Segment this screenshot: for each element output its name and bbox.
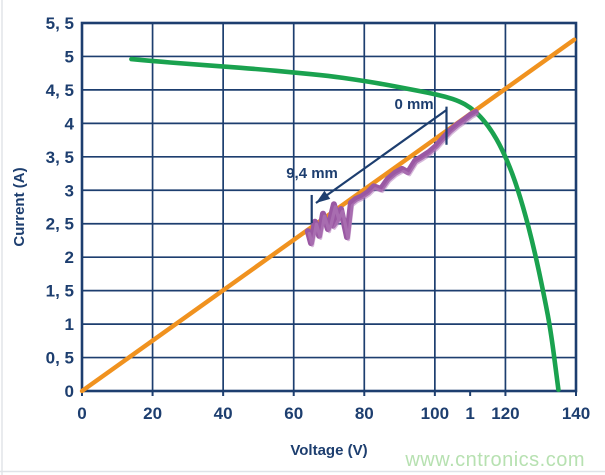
annotation-label: 0 mm [394,96,433,113]
measured-mppt-trace-highlight [307,112,479,248]
y-tick-label: 0, 5 [46,349,74,368]
y-tick-label: 2, 5 [46,215,74,234]
x-tick-label: 40 [214,404,233,423]
distance-annotations: 0 mm 9,4 mm [286,96,448,224]
x-tick-label: 120 [491,404,519,423]
x-tick-label: 20 [143,404,162,423]
y-tick-label: 1 [65,315,74,334]
y-tick-label: 1, 5 [46,282,74,301]
x-tick-label: 80 [355,404,374,423]
x-tick-label: 140 [562,404,590,423]
data-series [79,37,577,394]
annotation-label: 9,4 mm [286,165,338,182]
x-tick-label: 100 [421,404,449,423]
plot-frame [80,21,578,393]
y-tick-label: 0 [65,382,74,401]
distance-arrow-shaft [315,109,448,204]
x-tick-label: 60 [284,404,303,423]
y-tick-label: 4 [65,114,75,133]
x-tick-label: 1 [465,404,474,423]
y-tick-label: 3 [65,181,74,200]
y-tick-label: 2 [65,248,74,267]
plot-border [80,21,578,393]
y-tick-label: 3, 5 [46,148,74,167]
arrowhead [315,190,331,203]
pv-iv-curve [129,56,561,392]
x-axis-title: Voltage (V) [290,442,367,459]
y-tick-label: 5, 5 [46,14,74,33]
resistive-load-line [79,37,577,394]
y-axis-title: Current (A) [11,167,28,246]
tick-labels: 0 20 40 60 80 100 1 120 140 0 0, 5 1 1, 5 2 2, 5 3 3, 5 4… [46,14,591,423]
watermark: www.cntronics.com [404,449,585,471]
y-tick-label: 4, 5 [46,81,74,100]
y-tick-label: 5 [65,47,74,66]
x-tick-label: 0 [77,404,86,423]
measured-mppt-trace-overlay [307,112,479,248]
